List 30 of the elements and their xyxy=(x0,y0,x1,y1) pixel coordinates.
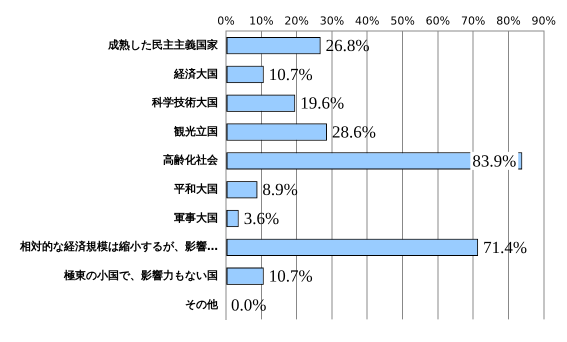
y-tick-label: 極東の小国で、影響力もない国 xyxy=(63,269,218,282)
y-tick-label: 軍事大国 xyxy=(174,211,218,224)
x-tick-label: 20% xyxy=(284,14,309,28)
data-label: 83.9% xyxy=(472,151,516,170)
x-tick-label: 10% xyxy=(249,14,274,28)
x-tick-label: 50% xyxy=(390,14,415,28)
x-tick-label: 80% xyxy=(496,14,521,28)
x-tick-label: 70% xyxy=(460,14,486,28)
y-tick-label: 相対的な経済規模は縮小するが、影響… xyxy=(19,240,218,254)
data-label: 10.7% xyxy=(268,64,313,84)
data-label: 3.6% xyxy=(244,209,280,228)
data-label: 8.9% xyxy=(262,180,298,200)
data-label: 19.6% xyxy=(300,94,344,113)
x-tick-label: 30% xyxy=(320,14,344,28)
x-tick-label: 40% xyxy=(355,14,380,28)
x-tick-label: 0% xyxy=(217,14,235,28)
data-label: 28.6% xyxy=(332,122,376,142)
y-tick-label: 平和大国 xyxy=(173,182,218,196)
data-label: 71.4% xyxy=(483,238,528,257)
y-tick-label: 高齢化社会 xyxy=(163,154,219,167)
data-label: 10.7% xyxy=(268,266,313,286)
x-tick-label: 90% xyxy=(532,14,556,28)
y-tick-label: 成熟した民主主義国家 xyxy=(107,38,218,52)
y-tick-label: 経済大国 xyxy=(173,67,218,80)
y-tick-label: 観光立国 xyxy=(173,124,218,138)
data-label: 26.8% xyxy=(326,36,370,56)
data-label: 0.0% xyxy=(231,295,266,314)
y-tick-label: 科学技術大国 xyxy=(151,96,218,110)
x-tick-label: 60% xyxy=(426,14,450,28)
y-tick-label: その他 xyxy=(185,298,219,311)
